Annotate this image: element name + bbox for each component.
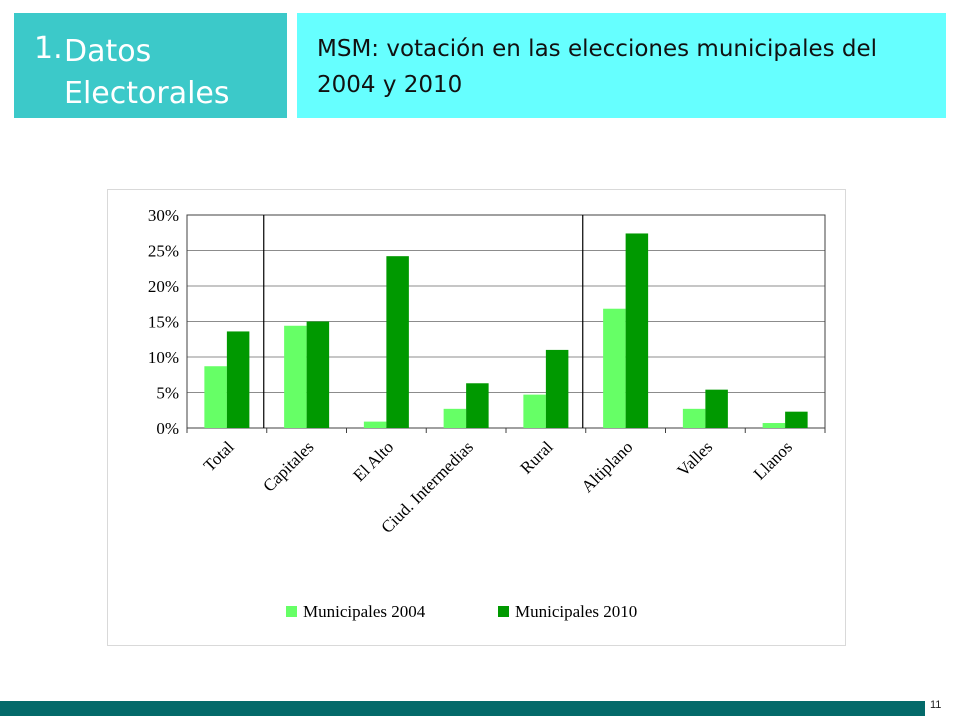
x-tick-label: Rural bbox=[517, 437, 557, 477]
bar bbox=[363, 421, 387, 428]
x-tick-label: Total bbox=[200, 437, 238, 475]
slide-title-box: MSM: votación en las elecciones municipa… bbox=[297, 13, 946, 118]
bar bbox=[625, 233, 649, 428]
bar bbox=[762, 423, 786, 428]
bar-chart: 0% 5% 10% 15% 20% 25% 30% Total Capitales El Alto… bbox=[148, 206, 826, 621]
y-tick-label: 30% bbox=[148, 206, 179, 225]
section-number: 1. bbox=[34, 31, 63, 66]
x-tick-label: El Alto bbox=[349, 437, 397, 485]
y-tick-label: 0% bbox=[156, 419, 179, 438]
bar bbox=[523, 394, 546, 428]
x-tick-label: Altiplano bbox=[578, 437, 637, 496]
legend-label: Municipales 2010 bbox=[515, 602, 637, 621]
page-number: 11 bbox=[930, 699, 942, 711]
bar bbox=[682, 408, 706, 428]
bar bbox=[705, 389, 728, 428]
chart-frame: 0% 5% 10% 15% 20% 25% 30% Total Capitales El Alto… bbox=[107, 189, 846, 646]
y-tick-label: 5% bbox=[156, 384, 179, 403]
footer-bar bbox=[0, 701, 925, 716]
bar bbox=[545, 349, 569, 428]
y-tick-label: 15% bbox=[148, 313, 179, 332]
x-tick-label: Capitales bbox=[259, 437, 317, 495]
y-tick-label: 20% bbox=[148, 277, 179, 296]
section-title: Datos Electorales bbox=[64, 34, 230, 111]
bar bbox=[386, 256, 409, 428]
bar bbox=[306, 321, 330, 428]
x-tick-label: Valles bbox=[673, 437, 716, 480]
bar bbox=[443, 408, 467, 428]
section-header-box: 1. Datos Electorales bbox=[14, 13, 287, 118]
bar bbox=[603, 308, 626, 428]
bar bbox=[785, 411, 808, 428]
bar bbox=[226, 331, 250, 428]
legend-swatch bbox=[286, 606, 297, 617]
slide-title: MSM: votación en las elecciones municipa… bbox=[317, 36, 878, 98]
y-tick-label: 25% bbox=[148, 242, 179, 261]
legend-label: Municipales 2004 bbox=[303, 602, 426, 621]
bar bbox=[466, 383, 489, 428]
bar bbox=[284, 325, 307, 428]
y-tick-label: 10% bbox=[148, 348, 179, 367]
legend-swatch bbox=[498, 606, 509, 617]
x-tick-label: Llanos bbox=[750, 437, 796, 483]
bar bbox=[204, 366, 227, 428]
